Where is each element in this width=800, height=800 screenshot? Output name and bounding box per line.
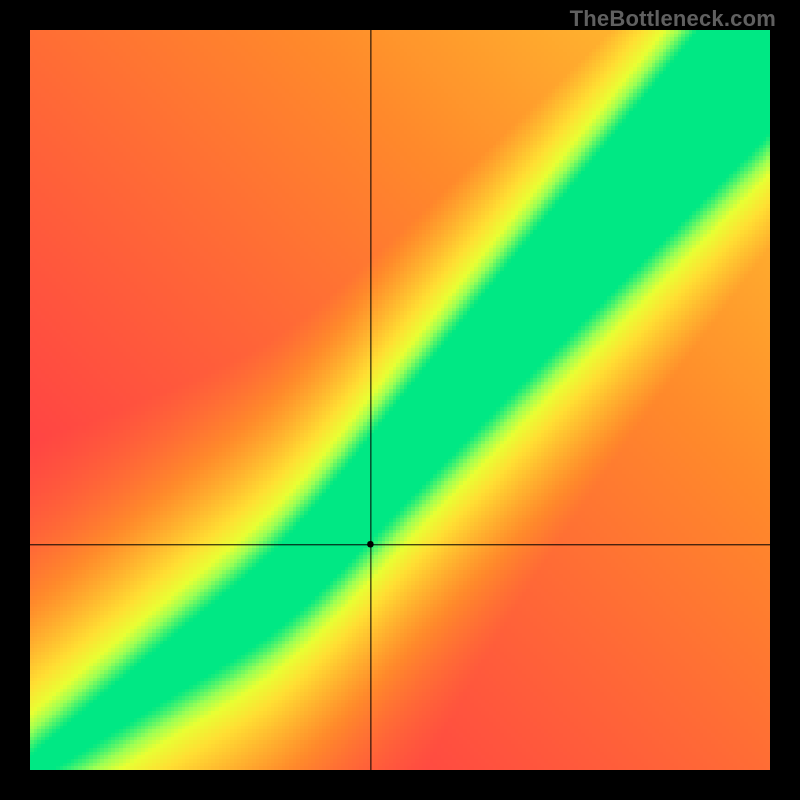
bottleneck-heatmap xyxy=(30,30,770,770)
watermark-text: TheBottleneck.com xyxy=(570,6,776,32)
chart-frame: { "meta": { "watermark_text": "TheBottle… xyxy=(0,0,800,800)
